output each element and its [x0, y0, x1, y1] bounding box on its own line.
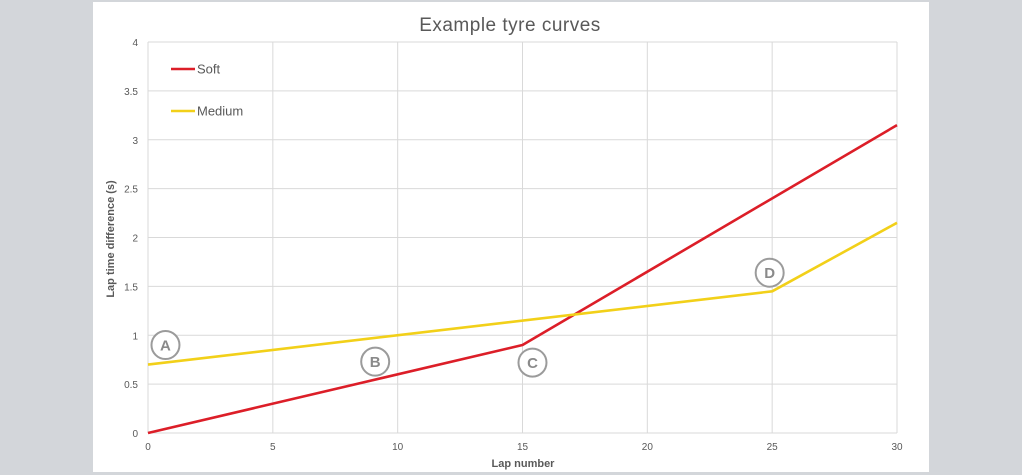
legend-label: Medium [197, 104, 243, 119]
annotation-circle [150, 330, 181, 361]
y-tick-label: 2.5 [124, 185, 138, 196]
annotation-b: B [360, 346, 391, 377]
series-line-soft [147, 123, 898, 435]
annotation-label: D [764, 265, 775, 282]
annotation-label: B [370, 354, 381, 371]
y-tick-label: 3.5 [124, 87, 138, 98]
annotation-label: C [527, 355, 538, 372]
legend-item-medium: Medium [171, 104, 243, 119]
annotation-d: D [754, 257, 785, 288]
y-tick-label: 3 [132, 136, 138, 147]
line-chart: Example tyre curves 0 0.5 1 1.5 2 2.5 3 3.5 4 0 5 1… [105, 15, 903, 470]
y-tick-label: 2 [132, 234, 138, 245]
chart-title: Example tyre curves [419, 15, 601, 36]
x-axis-label: Lap number [492, 458, 556, 470]
y-tick-label: 0.5 [124, 380, 138, 391]
x-tick-label: 15 [517, 442, 529, 453]
annotation-c: C [517, 347, 548, 378]
series-line-medium [147, 221, 898, 366]
annotation-circle [360, 346, 391, 377]
y-tick-label: 0 [132, 429, 138, 440]
x-tick-label: 25 [767, 442, 779, 453]
annotations: A B C D [150, 257, 785, 378]
annotation-circle [754, 257, 785, 288]
annotation-a: A [150, 330, 181, 361]
x-tick-label: 20 [642, 442, 654, 453]
x-tick-label: 10 [392, 442, 404, 453]
axis-ticks: 0 0.5 1 1.5 2 2.5 3 3.5 4 0 5 10 15 20 25 30 [124, 38, 903, 453]
annotation-label: A [160, 338, 171, 355]
y-tick-label: 1.5 [124, 282, 138, 293]
series [147, 123, 898, 435]
y-axis-label: Lap time difference (s) [105, 180, 117, 298]
chart-card: Example tyre curves 0 0.5 1 1.5 2 2.5 3 3.5 4 0 5 1… [93, 2, 929, 472]
legend-label: Soft [197, 62, 221, 77]
legend: Soft Medium [171, 62, 243, 119]
grid [147, 41, 898, 434]
y-tick-label: 4 [132, 38, 138, 49]
x-tick-label: 0 [145, 442, 151, 453]
x-tick-label: 30 [891, 442, 903, 453]
y-tick-label: 1 [132, 331, 138, 342]
legend-item-soft: Soft [171, 62, 221, 77]
annotation-circle [517, 347, 548, 378]
x-tick-label: 5 [270, 442, 276, 453]
